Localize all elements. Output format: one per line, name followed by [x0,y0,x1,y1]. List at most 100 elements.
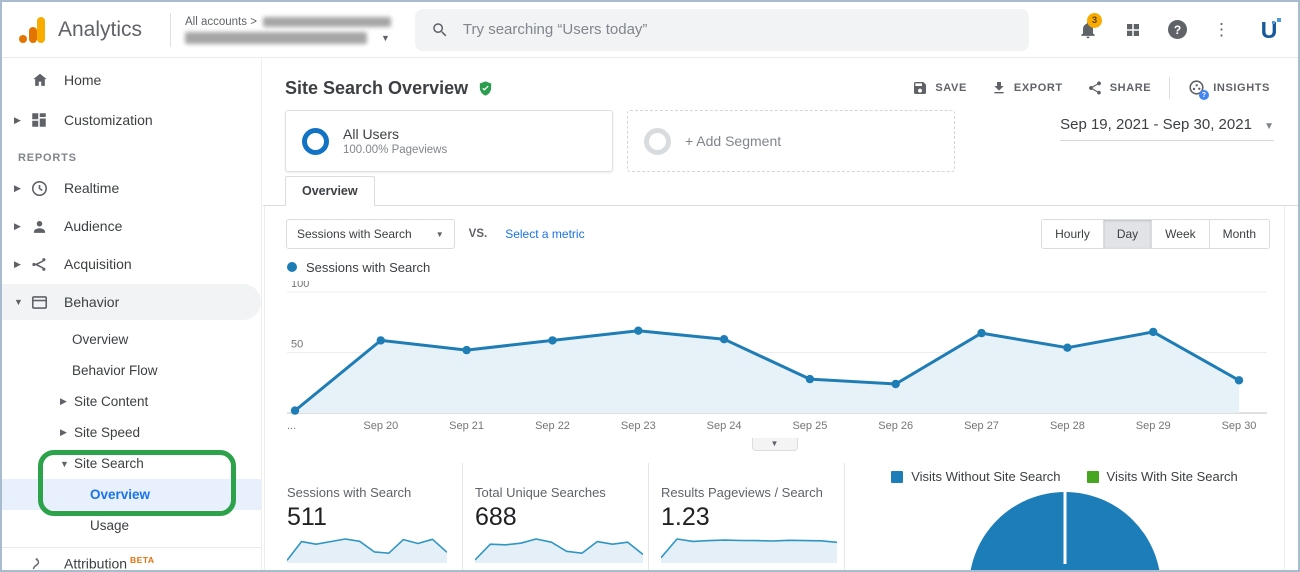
app-header: Analytics All accounts > ▼ 3 [2,2,1298,58]
sidebar-item-site-search[interactable]: ▼ Site Search [60,456,144,471]
granularity-toggle: Hourly Day Week Month [1041,219,1270,249]
account-name-redacted [262,16,391,27]
legend-swatch-blue [891,470,904,483]
global-search[interactable] [414,8,1029,51]
avatar: U [1256,17,1282,43]
sidebar-item-site-content[interactable]: ▶ Site Content [60,394,149,409]
beta-badge: BETA [130,554,155,565]
granularity-day-button[interactable]: Day [1102,220,1152,248]
svg-text:Sep 27: Sep 27 [964,420,999,432]
date-caret-icon: ▼ [1264,121,1274,132]
sidebar-item-realtime[interactable]: ▶ Realtime [2,170,261,206]
metric-selector-dropdown[interactable]: Sessions with Search ▼ [286,219,455,249]
scorecard-total-unique-searches: Total Unique Searches 688 [463,463,649,570]
svg-text:Sep 28: Sep 28 [1050,420,1085,432]
sidebar-item-home[interactable]: Home [2,62,261,98]
notifications-button[interactable]: 3 [1078,12,1102,40]
notifications-badge: 3 [1087,12,1102,28]
chevron-down-icon: ▼ [14,297,23,307]
svg-text:Sep 29: Sep 29 [1136,420,1171,432]
granularity-hourly-button[interactable]: Hourly [1042,220,1103,248]
behavior-icon [18,293,52,312]
sidebar-divider [2,547,261,548]
date-range-picker[interactable]: Sep 19, 2021 - Sep 30, 2021 ▼ [1060,116,1274,141]
help-icon: ? [1168,20,1187,39]
action-divider [1169,77,1171,99]
save-button[interactable]: SAVE [900,74,979,102]
verified-shield-icon [477,80,494,97]
sidebar-item-customization[interactable]: ▶ Customization [2,102,261,138]
series-legend-dot [287,262,297,272]
insights-button[interactable]: ? INSIGHTS [1176,73,1282,103]
sparkline-results-per-search [661,538,837,563]
chevron-right-icon: ▶ [14,220,21,231]
sidebar-item-behavior-overview[interactable]: Overview [72,332,129,347]
sparkline-sessions [287,538,447,563]
sidebar-item-site-search-usage[interactable]: Usage [90,518,130,533]
sparkline-unique-searches [475,538,643,563]
svg-text:Sep 26: Sep 26 [878,420,913,432]
dropdown-caret-icon: ▼ [435,229,444,239]
tab-strip: Overview [263,176,1298,206]
search-icon [433,22,447,36]
svg-text:Sep 23: Sep 23 [621,420,656,432]
sidebar-item-behavior[interactable]: ▼ Behavior [2,284,261,320]
sidebar-item-site-search-overview[interactable]: Overview [2,479,261,510]
chevron-down-icon: ▼ [60,458,69,469]
site-search-pie-chart: Visits Without Site Search Visits With S… [845,463,1284,570]
svg-text:100: 100 [291,281,309,290]
svg-text:Sep 24: Sep 24 [707,420,742,432]
pie-slice-divider [1063,492,1066,564]
tab-overview[interactable]: Overview [285,176,375,206]
pie-circle [968,492,1161,570]
account-breadcrumb: All accounts > [185,15,257,28]
report-panel: Sessions with Search ▼ VS. Select a metr… [264,206,1285,570]
share-icon [1088,81,1101,95]
segment-all-users[interactable]: All Users 100.00% Pageviews [285,110,613,172]
acquisition-icon [18,255,52,274]
export-button[interactable]: EXPORT [979,74,1075,102]
kebab-icon: ⋮ [1213,19,1230,39]
attribution-icon [18,555,52,571]
customization-icon [18,111,52,129]
svg-text:Sep 21: Sep 21 [449,420,484,432]
analytics-logo[interactable]: Analytics [2,15,170,45]
brand-name: Analytics [58,17,143,41]
home-icon [18,70,52,90]
svg-text:Sep 22: Sep 22 [535,420,570,432]
sidebar-item-acquisition[interactable]: ▶ Acquisition [2,246,261,282]
account-avatar[interactable]: U [1256,17,1282,43]
granularity-month-button[interactable]: Month [1208,220,1269,248]
chevron-right-icon: ▶ [60,396,67,406]
add-segment-button[interactable]: + Add Segment [627,110,955,172]
chart-collapse-toggle[interactable]: ▼ [751,438,798,451]
segment-ring-icon [302,127,329,155]
help-button[interactable]: ? [1168,20,1187,39]
sidebar-item-audience[interactable]: ▶ Audience [2,208,261,244]
apps-grid-button[interactable] [1124,21,1142,39]
share-button[interactable]: SHARE [1075,74,1164,102]
insights-icon: ? [1188,79,1210,100]
more-menu-button[interactable]: ⋮ [1213,20,1230,40]
sidebar-item-attribution[interactable]: Attribution BETA [2,548,261,570]
chevron-right-icon: ▶ [14,114,21,125]
svg-text:Sep 30: Sep 30 [1222,420,1257,432]
account-caret-icon: ▼ [381,32,390,43]
scorecard-sessions-with-search: Sessions with Search 511 [287,463,463,570]
granularity-week-button[interactable]: Week [1151,220,1209,248]
search-input[interactable] [462,21,1013,38]
download-icon [994,82,1004,94]
sidebar-item-behavior-flow[interactable]: Behavior Flow [72,363,158,378]
header-divider [170,12,171,47]
account-switcher[interactable]: All accounts > ▼ [171,14,405,46]
sidebar: Home ▶ Customization REPORTS ▶ Realtime … [2,58,262,570]
scorecard-results-pageviews-per-search: Results Pageviews / Search 1.23 [649,463,845,570]
sessions-line-chart-svg: 100 50... Sep 20 Sep 21 Sep 22 Sep 23 Sep 24 Se… [287,278,1267,432]
chevron-right-icon: ▶ [14,182,21,193]
svg-text:Sep 20: Sep 20 [363,420,398,432]
sidebar-section-reports: REPORTS [18,152,77,164]
sidebar-item-site-speed[interactable]: ▶ Site Speed [60,425,141,440]
sessions-line-chart: 100 50... Sep 20 Sep 21 Sep 22 Sep 23 Sep 24 Se… [265,278,1284,438]
select-metric-link[interactable]: Select a metric [505,227,585,241]
